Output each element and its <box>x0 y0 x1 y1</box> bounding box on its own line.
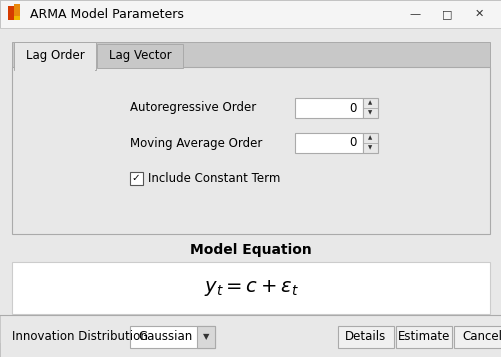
Text: ARMA Model Parameters: ARMA Model Parameters <box>30 7 183 20</box>
Bar <box>12 67 489 234</box>
Bar <box>0 0 501 28</box>
Text: 0: 0 <box>349 136 356 150</box>
Text: Include Constant Term: Include Constant Term <box>148 171 280 185</box>
Text: —: — <box>409 9 420 19</box>
Bar <box>14 16 20 20</box>
Text: Lag Vector: Lag Vector <box>109 50 171 62</box>
Bar <box>362 133 377 153</box>
Bar <box>97 44 183 68</box>
Bar <box>130 172 143 185</box>
Bar <box>14 42 96 70</box>
Bar <box>14 4 20 16</box>
Text: ▼: ▼ <box>368 146 372 151</box>
Bar <box>295 98 362 118</box>
Bar <box>12 42 489 70</box>
Bar <box>15 43 95 71</box>
Text: Model Equation: Model Equation <box>190 243 311 257</box>
Text: Innovation Distribution: Innovation Distribution <box>12 331 147 343</box>
Text: ▼: ▼ <box>368 111 372 116</box>
Bar <box>8 6 14 20</box>
Text: ▼: ▼ <box>202 332 209 342</box>
Text: Estimate: Estimate <box>397 331 449 343</box>
Text: Moving Average Order: Moving Average Order <box>130 136 262 150</box>
Text: ✓: ✓ <box>131 173 140 183</box>
Text: □: □ <box>441 9 451 19</box>
Bar <box>362 98 377 118</box>
Text: Lag Order: Lag Order <box>26 49 84 61</box>
Bar <box>15 67 95 69</box>
Text: $y_t = c + \varepsilon_t$: $y_t = c + \varepsilon_t$ <box>203 278 298 298</box>
Bar <box>0 28 501 343</box>
Bar <box>295 133 362 153</box>
Bar <box>130 326 214 348</box>
Text: Gaussian: Gaussian <box>138 331 192 343</box>
Text: Cancel: Cancel <box>461 331 501 343</box>
Bar <box>337 326 393 348</box>
Bar <box>196 326 214 348</box>
Bar <box>0 315 501 357</box>
Bar <box>395 326 451 348</box>
Bar <box>12 262 489 314</box>
Text: ▲: ▲ <box>368 101 372 106</box>
Text: Autoregressive Order: Autoregressive Order <box>130 101 256 115</box>
Bar <box>453 326 501 348</box>
Text: 0: 0 <box>349 101 356 115</box>
Text: Details: Details <box>345 331 386 343</box>
Text: ✕: ✕ <box>473 9 483 19</box>
Text: ▲: ▲ <box>368 136 372 141</box>
